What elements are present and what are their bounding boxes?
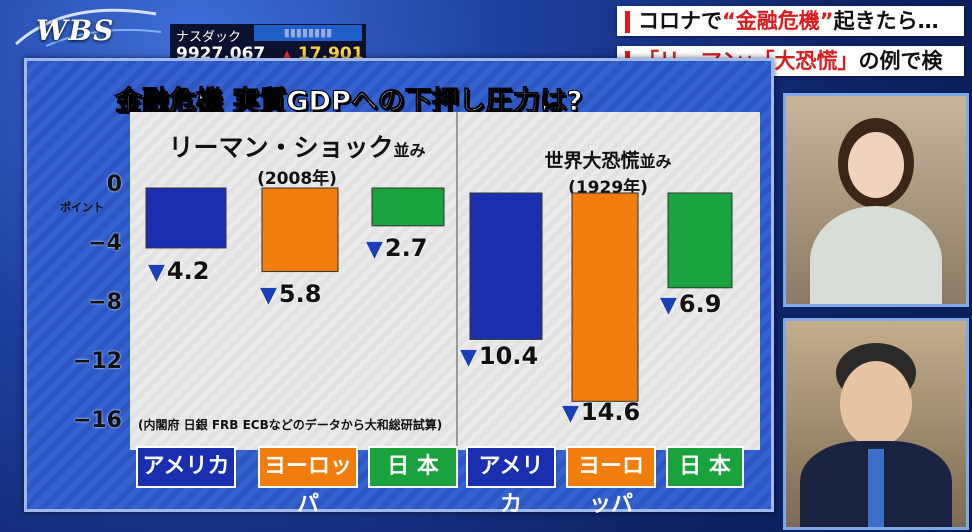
bar-lehman-2 [371,187,445,227]
value-label-text: 14.6 [580,398,641,426]
wbs-logo: WBS [6,4,166,50]
bar-depression-1 [571,192,639,402]
value-label: ▼4.2 [148,257,209,285]
y-axis: 0 −4 −8 −12 −16 [24,52,124,433]
panel-title-suffix: 並み [393,141,426,160]
bar-depression-0 [469,192,543,340]
plot-area [130,112,760,450]
value-label: ▼14.6 [562,398,640,426]
guest-camera [783,318,969,530]
panel-divider [456,112,458,450]
y-tick-label: −4 [88,231,122,256]
headline-text: コロナで [638,9,722,33]
down-arrow-icon: ▼ [460,345,477,370]
value-label-text: 2.7 [384,234,428,262]
y-tick-label: −8 [88,290,122,315]
category-label: ヨーロッパ [566,446,656,517]
category-label: 日 本 [368,446,458,488]
y-tick-label: −16 [72,408,122,433]
ticker-name: ナスダック [176,30,242,45]
bar-lehman-1 [261,187,339,273]
down-arrow-icon: ▼ [562,401,579,426]
presenter-face [848,132,904,198]
category-label: アメリカ [466,446,556,517]
value-label-text: 4.2 [166,257,210,285]
y-axis-unit: ポイント [60,201,104,214]
presenter-camera [783,93,969,307]
ticker-brand: ▮▮▮▮▮▮▮▮ [254,25,362,41]
bar-lehman-0 [145,187,227,249]
presenter-body [810,206,942,304]
value-label-text: 6.9 [678,290,722,318]
panel-subtitle: (2008年) [257,169,337,189]
down-arrow-icon: ▼ [660,293,677,318]
value-label: ▼2.7 [366,234,427,262]
guest-tie [868,449,884,527]
bar-depression-2 [667,192,733,289]
logo-swoosh-icon [14,8,162,47]
value-label-text: 5.8 [278,280,322,308]
category-label: アメリカ [136,446,236,488]
y-tick-label: −12 [72,349,122,374]
panel-title-suffix: 並み [639,152,672,171]
panel-title-lehman: リーマン・ショック並み (2008年) [140,128,454,189]
headline-text: 起きたら… [833,9,939,33]
headline-accent [625,11,630,33]
source-note: (内閣府 日銀 FRB ECBなどのデータから大和総研試算) [138,418,443,432]
value-label: ▼10.4 [460,342,538,370]
up-arrow-icon: ▲ [282,48,292,63]
value-label: ▼5.8 [260,280,321,308]
down-arrow-icon: ▼ [366,237,383,262]
panel-title-text: 世界大恐慌 [544,150,640,172]
category-label: 日 本 [666,446,744,488]
down-arrow-icon: ▼ [260,283,277,308]
value-label-text: 10.4 [478,342,539,370]
headline-line-1: コロナで“金融危機”起きたら… [617,6,964,36]
panel-title-text: リーマン・ショック [168,133,394,162]
guest-face [840,361,912,447]
down-arrow-icon: ▼ [148,260,165,285]
y-tick-label: 0 [106,172,122,197]
headline-highlight: “金融危機” [722,9,834,33]
category-label: ヨーロッパ [258,446,358,517]
logo-text: WBS [36,14,115,47]
value-label: ▼6.9 [660,290,721,318]
